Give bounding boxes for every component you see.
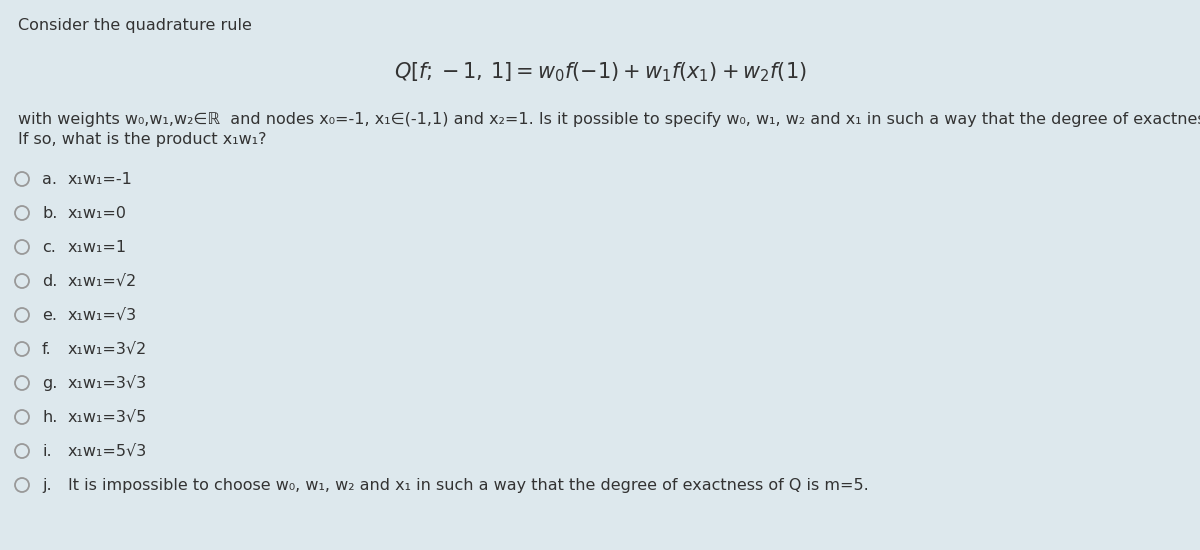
- Text: x₁w₁=5√3: x₁w₁=5√3: [68, 444, 148, 459]
- Text: h.: h.: [42, 410, 58, 425]
- Text: i.: i.: [42, 444, 52, 459]
- Text: Consider the quadrature rule: Consider the quadrature rule: [18, 18, 252, 33]
- Text: x₁w₁=√3: x₁w₁=√3: [68, 308, 137, 323]
- Text: f.: f.: [42, 342, 52, 357]
- Text: x₁w₁=3√5: x₁w₁=3√5: [68, 410, 148, 425]
- Text: b.: b.: [42, 206, 58, 221]
- Text: e.: e.: [42, 308, 58, 323]
- Text: If so, what is the product x₁w₁?: If so, what is the product x₁w₁?: [18, 132, 266, 147]
- Text: g.: g.: [42, 376, 58, 391]
- Text: It is impossible to choose w₀, w₁, w₂ and x₁ in such a way that the degree of ex: It is impossible to choose w₀, w₁, w₂ an…: [68, 478, 869, 493]
- Text: x₁w₁=0: x₁w₁=0: [68, 206, 127, 221]
- Text: $\mathit{Q}[f;-1,\,1] = w_0 f(-1) + w_1 f(x_1) + w_2 f(1)$: $\mathit{Q}[f;-1,\,1] = w_0 f(-1) + w_1 …: [394, 60, 806, 84]
- Text: c.: c.: [42, 240, 56, 255]
- Text: d.: d.: [42, 274, 58, 289]
- Text: x₁w₁=3√2: x₁w₁=3√2: [68, 342, 148, 357]
- Text: x₁w₁=1: x₁w₁=1: [68, 240, 127, 255]
- Text: j.: j.: [42, 478, 52, 493]
- Text: x₁w₁=√2: x₁w₁=√2: [68, 274, 137, 289]
- Text: with weights w₀,w₁,w₂∈ℝ  and nodes x₀=-1, x₁∈(-1,1) and x₂=1. Is it possible to : with weights w₀,w₁,w₂∈ℝ and nodes x₀=-1,…: [18, 112, 1200, 127]
- Text: x₁w₁=3√3: x₁w₁=3√3: [68, 376, 148, 391]
- Text: x₁w₁=-1: x₁w₁=-1: [68, 172, 133, 187]
- Text: a.: a.: [42, 172, 58, 187]
